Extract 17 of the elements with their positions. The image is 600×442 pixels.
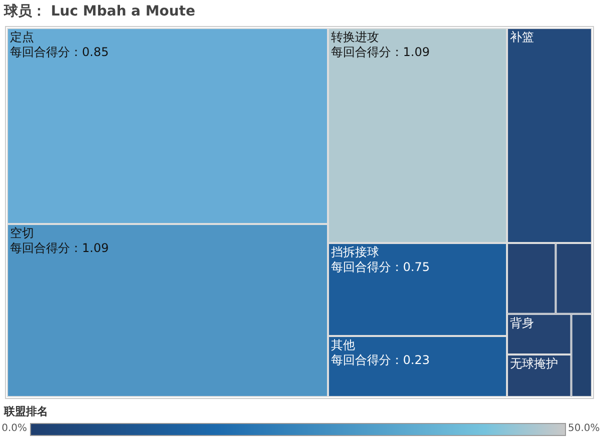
data-label: 每回合得分：0.75 (331, 260, 430, 274)
color-bar-title: 联盟排名 (4, 404, 48, 419)
category-label: 背身 (510, 316, 534, 330)
category-label: 转换进攻 (331, 30, 379, 44)
category-label: 空切 (10, 226, 34, 240)
text: 球员： Luc Mbah a Moute (3, 4, 196, 20)
category-label: 定点 (10, 30, 34, 44)
category-label: 补篮 (510, 30, 534, 44)
text: 0.0% (2, 423, 27, 435)
data-label: 每回合得分：1.09 (331, 45, 430, 60)
text: 50.0% (568, 423, 600, 435)
category-label: 挡拆接球 (331, 245, 379, 260)
data-label: 每回合得分：0.85 (10, 45, 109, 60)
category-label: 无球掩护 (510, 356, 558, 371)
category-label: 其他 (331, 338, 355, 352)
data-label: 每回合得分：0.23 (331, 353, 430, 368)
data-label: 每回合得分：1.09 (10, 241, 109, 256)
